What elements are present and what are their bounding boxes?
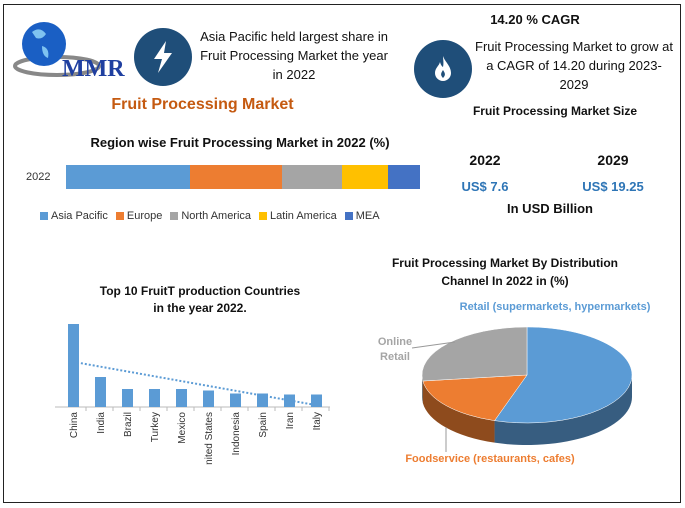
- flame-icon: [414, 40, 472, 98]
- year-2029: 2029: [597, 152, 629, 168]
- pie-side: [494, 375, 632, 445]
- x-tick-label: Iran: [285, 412, 296, 429]
- unit-label: In USD Billion: [507, 201, 593, 216]
- x-tick-label: Spain: [258, 412, 269, 438]
- cagr-text: Fruit Processing Market to grow at a CAG…: [475, 39, 673, 92]
- legend-label: MEA: [355, 210, 380, 222]
- mmr-logo: MMR: [12, 18, 127, 83]
- legend-item: Latin America: [259, 210, 337, 222]
- pie-label-online-retail: Retail: [380, 351, 410, 363]
- pie-side: [422, 375, 423, 404]
- bar-turkey: [149, 389, 160, 407]
- pie-label: Foodservice (restaurants, cafes): [405, 453, 575, 465]
- infographic-frame: [3, 4, 681, 503]
- x-tick-label: China: [69, 412, 80, 439]
- legend-item: MEA: [344, 210, 380, 222]
- market-size-title: Fruit Processing Market Size: [472, 104, 638, 118]
- legend-label: Europe: [126, 210, 163, 222]
- region-category-label: 2022: [26, 171, 51, 183]
- segment-latin-america: [342, 165, 389, 189]
- x-tick-label: Turkey: [150, 412, 161, 442]
- segment-asia-pacific: [66, 165, 190, 189]
- value-2029: US$ 19.25: [582, 179, 644, 194]
- bar-china: [68, 324, 79, 407]
- pie-slice-2: [421, 326, 528, 382]
- region-chart-title: Region wise Fruit Processing Market in 2…: [90, 135, 390, 150]
- bar-italy: [311, 394, 322, 407]
- pie-label-online-retail: Online: [378, 336, 412, 348]
- bar-united-states: [203, 390, 214, 407]
- legend-swatch: [170, 212, 179, 220]
- bar-india: [95, 377, 106, 407]
- region-stacked-bar: [66, 165, 420, 189]
- logo-text: MMR: [62, 56, 125, 82]
- segment-mea: [388, 165, 420, 189]
- legend-item: North America: [170, 210, 251, 222]
- distribution-pie-chart: Retail (supermarkets, hypermarkets) Foods…: [378, 301, 651, 465]
- legend-item: Asia Pacific: [40, 210, 108, 222]
- pie-label: Retail (supermarkets, hypermarkets): [460, 301, 651, 313]
- leader-line: [411, 341, 456, 349]
- segment-europe: [189, 165, 282, 189]
- info1-text: Asia Pacific held largest share in Fruit…: [200, 29, 388, 82]
- segment-north-america: [281, 165, 343, 189]
- legend-label: Latin America: [270, 210, 337, 222]
- year-2022: 2022: [469, 152, 501, 168]
- pie-slice-0: [494, 326, 633, 424]
- trendline: [72, 360, 317, 407]
- globe-icon: [13, 22, 101, 77]
- country-bar-chart: China India Brazil Turkey Mexico United State…: [55, 324, 330, 465]
- legend-swatch: [259, 212, 268, 220]
- x-tick-label: Brazil: [123, 412, 134, 437]
- x-tick-label: Italy: [312, 412, 323, 430]
- bar-spain: [257, 393, 268, 407]
- legend-swatch: [115, 212, 124, 220]
- bar-brazil: [122, 389, 133, 407]
- pie-slice-1: [422, 374, 528, 421]
- x-tick-label: India: [96, 412, 107, 434]
- value-2022: US$ 7.6: [461, 179, 509, 194]
- legend-label: North America: [181, 210, 252, 222]
- country-chart-title: Top 10 FruitT production Countries in th…: [99, 284, 301, 315]
- legend-swatch: [344, 212, 353, 220]
- region-legend: Asia Pacific Europe North America Latin Ame…: [40, 207, 440, 225]
- cagr-title: 14.20 % CAGR: [490, 12, 580, 27]
- legend-swatch: [40, 212, 48, 220]
- legend-item: Europe: [115, 210, 163, 222]
- pie-chart-title: Fruit Processing Market By Distribution …: [391, 256, 619, 288]
- bar-iran: [284, 394, 295, 407]
- bar-indonesia: [230, 393, 241, 407]
- x-tick-label: Mexico: [177, 412, 188, 444]
- lightning-bolt-icon: [134, 28, 192, 86]
- bar-mexico: [176, 389, 187, 407]
- x-tick-label: Indonesia: [231, 412, 242, 456]
- x-tick-label: United States: [204, 412, 215, 465]
- main-title: Fruit Processing Market: [111, 96, 294, 113]
- legend-label: Asia Pacific: [51, 210, 108, 222]
- pie-side: [422, 381, 495, 443]
